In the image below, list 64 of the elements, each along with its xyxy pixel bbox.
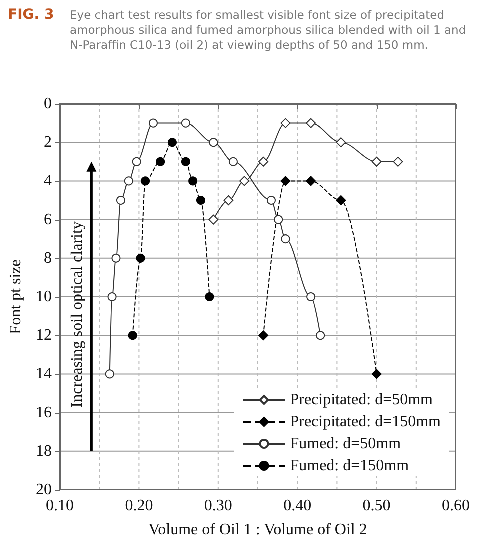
point [316, 331, 326, 340]
point [124, 176, 134, 186]
point [108, 292, 117, 302]
point [128, 331, 138, 340]
point [336, 196, 346, 206]
point [306, 292, 316, 302]
y-tick-label: 10 [36, 288, 52, 306]
point [372, 369, 382, 380]
point [141, 176, 150, 186]
x-tick-label: 0.10 [46, 498, 74, 514]
y-tick-label: 12 [36, 327, 52, 344]
point [336, 138, 346, 148]
point [209, 138, 218, 148]
point [205, 292, 214, 302]
point [112, 254, 121, 263]
point [393, 156, 404, 167]
point [188, 176, 198, 186]
point [280, 176, 291, 186]
y-tick-label: 6 [44, 211, 52, 228]
point [105, 370, 114, 379]
annotation: Increasing soil optical clarity [69, 222, 86, 408]
y-tick-label: 2 [44, 134, 52, 152]
point [266, 196, 276, 205]
point [306, 118, 316, 128]
point [136, 254, 146, 263]
point [258, 156, 269, 167]
point [280, 118, 291, 128]
point [181, 157, 190, 166]
point [258, 330, 269, 341]
chart-title: FIG. 3 [8, 7, 56, 25]
point [148, 118, 158, 128]
y-tick-label: 20 [36, 482, 52, 498]
y-tick-label: 14 [36, 366, 52, 383]
y-tick-label: 16 [36, 404, 52, 422]
x-tick-label: 0.20 [125, 498, 154, 514]
legend-label: Fumed: d=150mm [290, 458, 410, 474]
y-tick-label: 8 [44, 250, 52, 267]
point [132, 157, 142, 166]
point [181, 118, 190, 128]
chart-subtitle: Eye chart test results for smallest visible font size of precipitated amorphous silica and fumed amorphous silica blended with oil 1 and N-Paraffin C10-13 (oil 2) at viewing depths of 50 and 150 mm. [70, 8, 468, 53]
x-tick-label: 0.50 [362, 498, 391, 514]
point [156, 157, 166, 166]
point [240, 176, 250, 186]
point [372, 156, 382, 167]
point [224, 196, 234, 206]
point [168, 138, 177, 148]
x-tick-label: 0.60 [442, 498, 470, 514]
y-tick-label: 4 [44, 172, 52, 190]
x-tick-label: 0.30 [204, 498, 232, 514]
point [208, 214, 219, 225]
point [274, 215, 284, 224]
legend-label: Precipitated: d=50mm [290, 392, 434, 408]
y-tick-label: 0 [44, 96, 52, 112]
x-tick-label: 0.40 [284, 498, 312, 514]
legend-label: Precipitated: d=150mm [290, 414, 442, 430]
y-axis-title: Font pt size [8, 260, 24, 334]
point [306, 176, 316, 186]
point [281, 234, 290, 244]
x-axis-title: Volume of Oil 1 : Volume of Oil 2 [148, 522, 368, 538]
point [116, 196, 126, 205]
legend-label: Fumed: d=50mm [290, 436, 402, 452]
y-tick-label: 18 [36, 442, 52, 460]
point [196, 196, 206, 205]
point [228, 157, 238, 166]
